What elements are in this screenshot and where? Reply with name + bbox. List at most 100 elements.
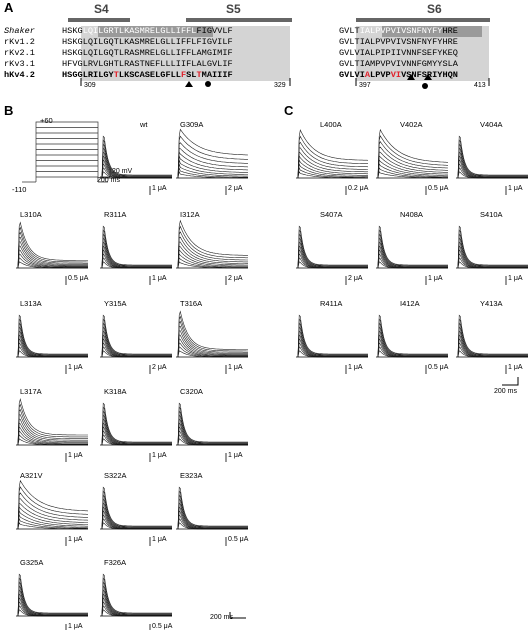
time-scale-bar [229,612,246,619]
trace-family [100,486,172,530]
mutant-label: R311A [104,210,127,219]
trace-family [100,314,172,358]
current-scale-label: 1 μA [152,536,167,543]
sequence-text: HSKGLQILGQTLRASMRELGLLIFFLAMGIMIF [62,48,233,58]
trace-family [16,479,89,530]
segment-s5-bar [186,18,292,22]
current-scale-label: 1 μA [228,364,243,371]
current-scale-label: 2 μA [152,364,167,371]
shaker-s6-highlight [382,26,482,37]
protocol-top-voltage: +60 [40,116,53,125]
mutant-label: Y413A [480,299,503,308]
time-scale-bar [502,377,519,386]
trace-family [296,314,368,358]
trace-family [176,402,248,446]
segment-s5-label: S5 [226,2,241,16]
sequence-text: GVLVIALPVPVIVSNFSRIYHQN [339,70,458,80]
trace-family [16,398,89,446]
mutant-label: V402A [400,120,423,129]
trace-family [100,402,172,446]
current-scale-label: 1 μA [228,452,243,459]
mutant-label: A321V [20,471,43,480]
sequence-text: HSGGLRILGYTLKSCASELGFLLFSLTMAIIIF [62,70,233,80]
trace-family [100,135,172,179]
current-scale-label: 2 μA [228,275,243,282]
residue-397: 397 [359,82,371,89]
current-scale-label: 1 μA [152,275,167,282]
trace-family [100,573,172,617]
panel-a-letter: A [4,0,14,15]
shaker-s5-highlight [98,26,213,37]
panel-b-time-scale: 200 ms [210,614,233,621]
mutant-label: L400A [320,120,342,129]
mutant-label: G309A [180,120,204,129]
protocol-voltage-scale: 20 mV [112,168,133,175]
segment-s6-bar [356,18,490,22]
sequence-text: HSKGLQILGRTLKASMRELGLLIFFLFIGVVLF [62,26,233,36]
current-scale-label: 0.2 μA [348,185,369,192]
sequence-text: HSKGLQILGQTLKASMRELGLLIFFLFIGVILF [62,37,233,47]
mutant-label: S410A [480,210,503,219]
mutant-label: L310A [20,210,42,219]
trace-family [456,314,528,358]
sequence-name: rKv1.2 [4,37,35,47]
mutant-label: I412A [400,299,420,308]
sequence-text: GVLVIALPIPIIVNNFSEFYKEQ [339,48,458,58]
segment-s4-bar [68,18,130,22]
current-scale-label: 2 μA [228,185,243,192]
sequence-text: GVLTIAMPVPVIVNNFGMYYSLA [339,59,458,69]
protocol-holding-voltage: -110 [12,185,27,194]
sequence-name: hKv4.2 [4,70,35,80]
trace-family [296,225,368,269]
sequence-text: HFVGLRVLGHTLRASTNEFLLLIIFLALGVLIF [62,59,233,69]
current-scale-label: 1 μA [428,275,443,282]
trace-family [456,135,528,179]
current-scale-label: 1 μA [68,364,83,371]
mutant-label: K318A [104,387,127,396]
current-scale-label: 1 μA [508,275,523,282]
mutant-label: F326A [104,558,127,567]
current-scale-label: 1 μA [508,185,523,192]
current-scale-label: 1 μA [68,623,83,630]
mutant-label: V404A [480,120,503,129]
mutant-label: G325A [20,558,44,567]
mutant-label: C320A [180,387,203,396]
mutant-label: E323A [180,471,203,480]
mutant-label: L313A [20,299,42,308]
mutant-label: wt [140,120,148,129]
panel-c-time-scale: 200 ms [494,388,517,395]
sequence-name: rKv3.1 [4,59,35,69]
residue-329: 329 [274,82,286,89]
current-scale-label: 1 μA [68,452,83,459]
current-scale-label: 0.5 μA [428,364,449,371]
trace-family [16,573,88,617]
sequence-text: GVLTIALPVPVIVSNFNYFYHRE [339,37,458,47]
sequence-name: rKv2.1 [4,48,35,58]
trace-family [376,225,448,269]
sequence-name: Shaker [4,26,35,36]
mutant-label: N408A [400,210,423,219]
current-scale-label: 0.5 μA [68,275,89,282]
current-scale-label: 0.5 μA [228,536,249,543]
residue-309: 309 [84,82,96,89]
protocol-time-scale: 200 ms [97,177,120,184]
current-scale-label: 0.5 μA [152,623,173,630]
panel-b-letter: B [4,103,14,118]
mutant-label: Y315A [104,299,127,308]
segment-s6-label: S6 [427,2,442,16]
trace-family [176,219,248,269]
current-scale-label: 1 μA [152,185,167,192]
current-scale-label: 1 μA [68,536,83,543]
trace-family [376,128,449,179]
mutant-label: L317A [20,387,42,396]
current-scale-label: 0.5 μA [428,185,449,192]
trace-family [16,221,88,269]
alignment-brackets [80,74,490,89]
trace-family [176,486,248,530]
trace-family [176,310,248,358]
trace-family [376,314,448,358]
mutant-label: T316A [180,299,203,308]
residue-413: 413 [474,82,486,89]
current-scale-label: 1 μA [508,364,523,371]
